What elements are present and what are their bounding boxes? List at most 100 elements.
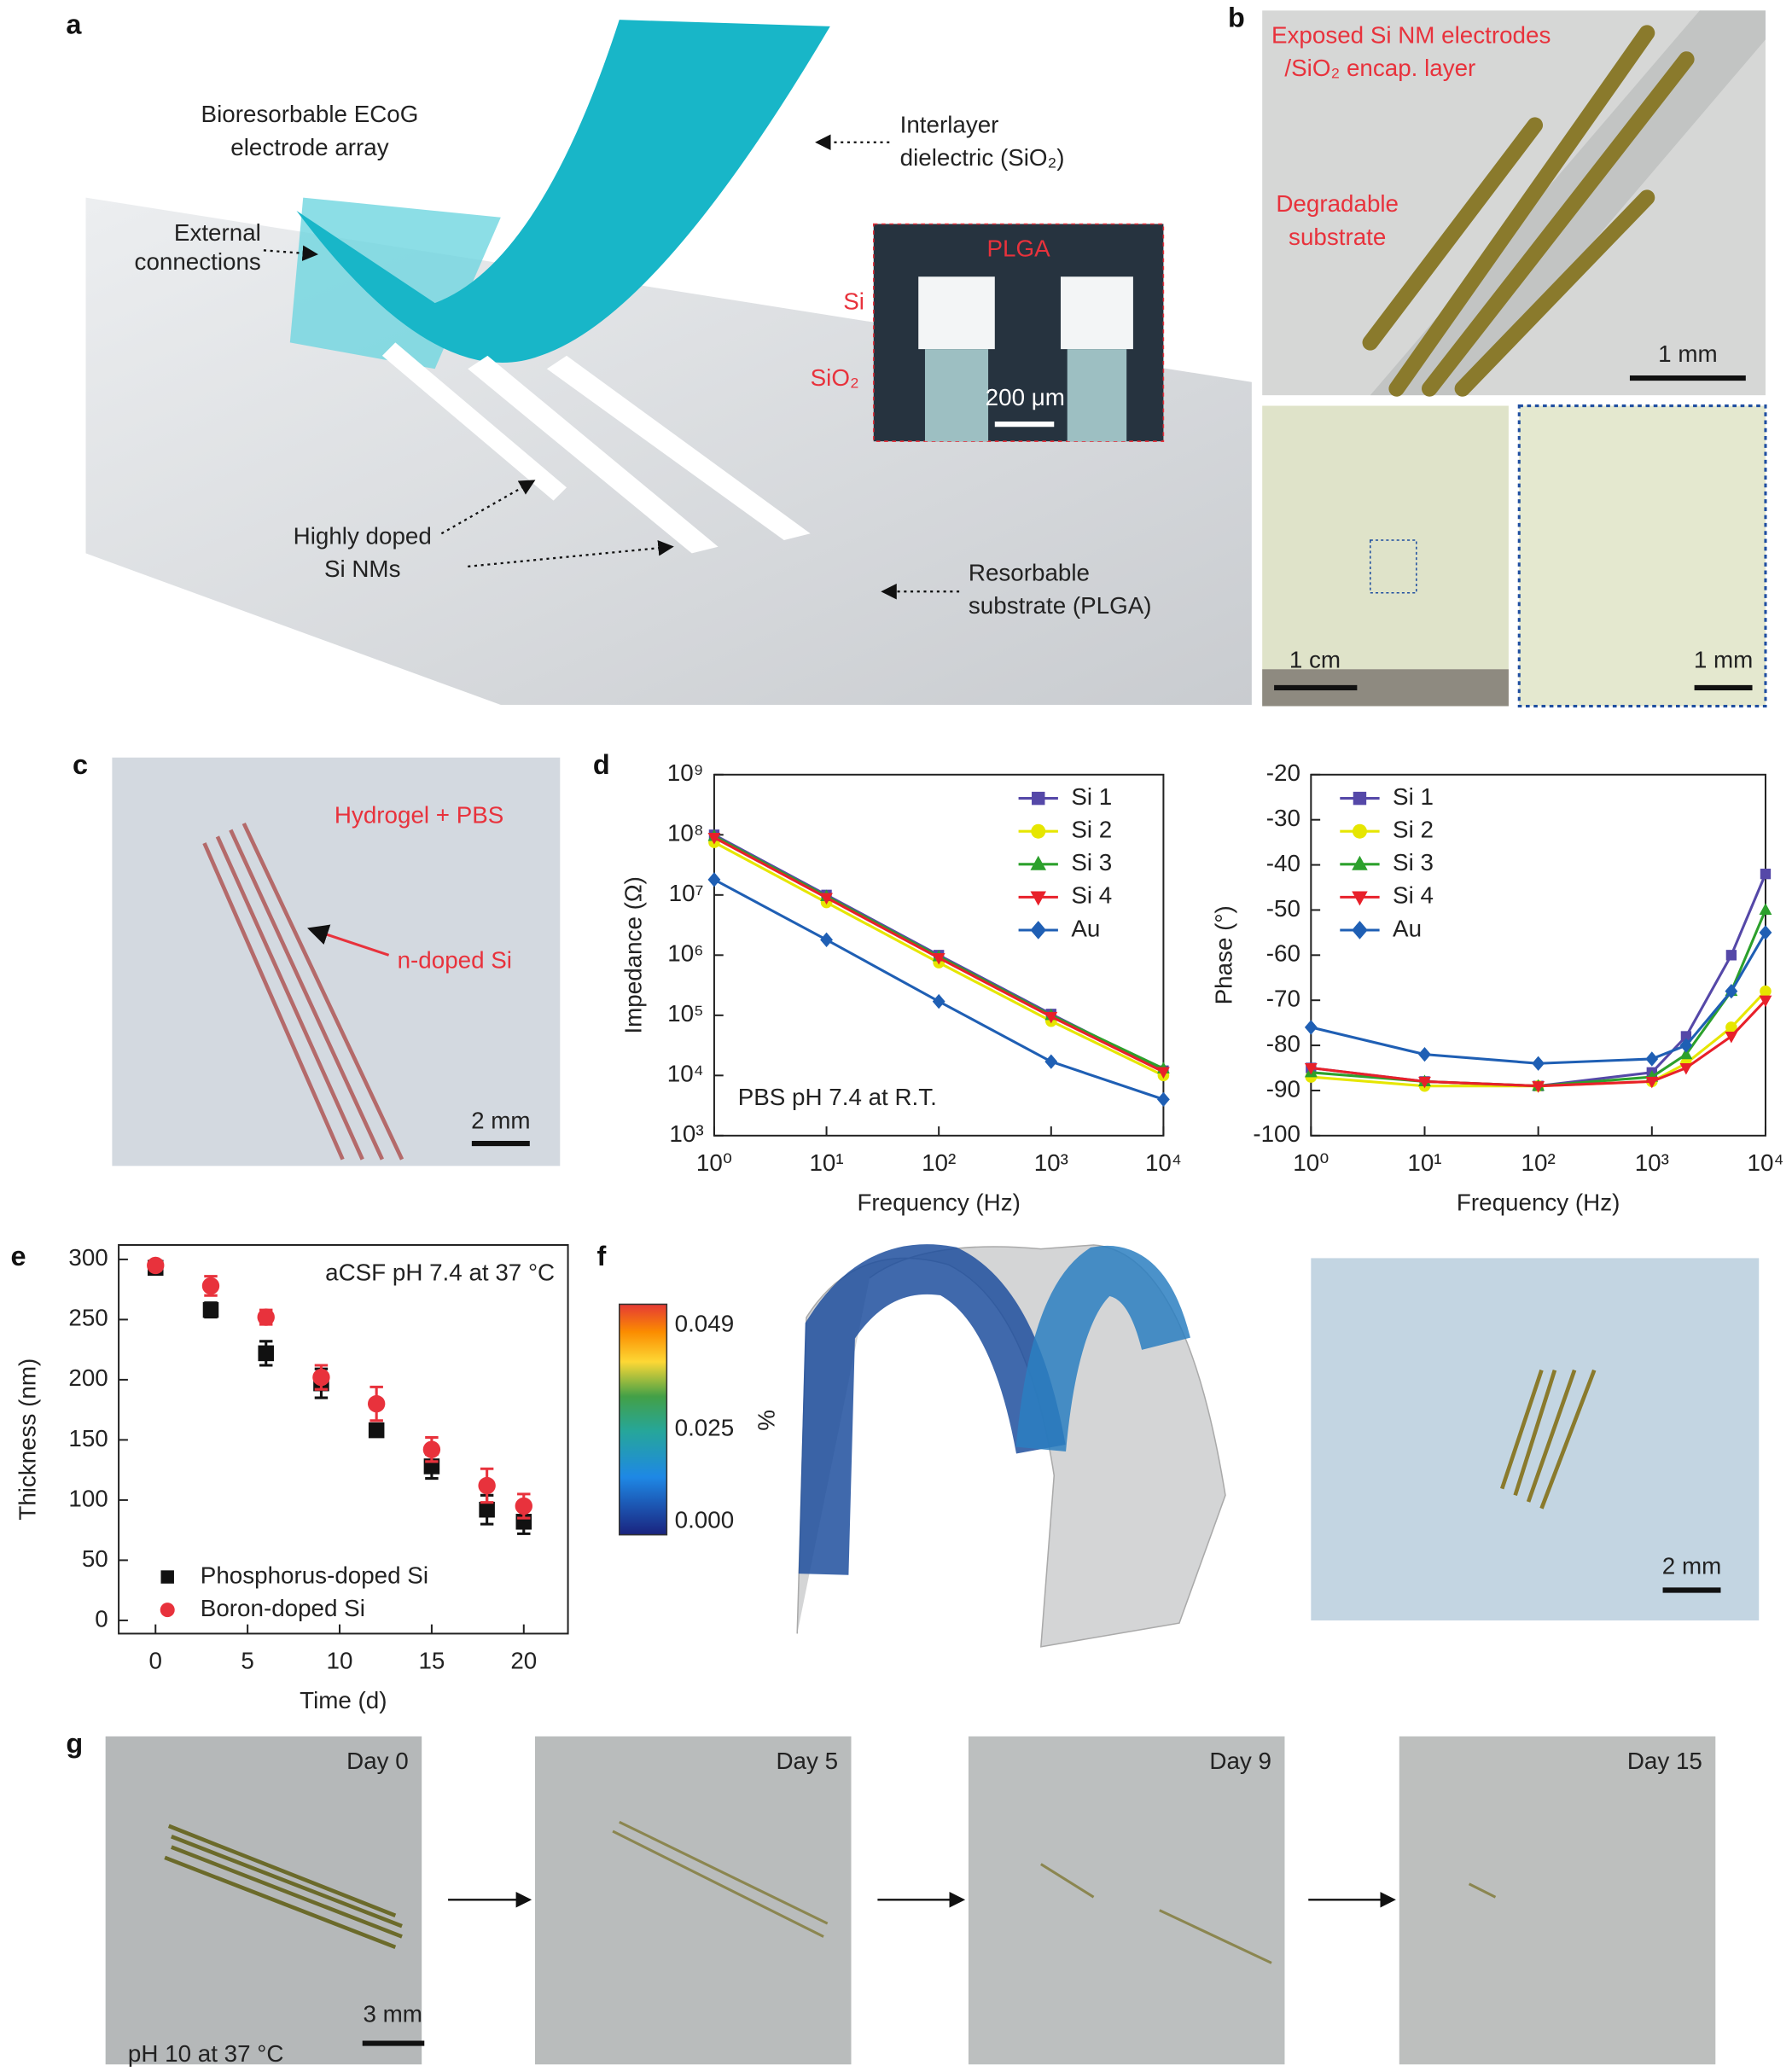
y-tick-label: 250 xyxy=(68,1305,108,1331)
day-label: Day 0 xyxy=(346,1748,409,1774)
label: 200 μm xyxy=(986,384,1065,410)
y-tick-label: -30 xyxy=(1266,805,1300,831)
marker xyxy=(932,952,945,965)
marker xyxy=(820,932,833,947)
marker xyxy=(1760,868,1772,880)
legend-marker xyxy=(1352,921,1368,940)
y-tick-label: 300 xyxy=(68,1244,108,1271)
si-strip xyxy=(546,355,811,540)
x-axis-label: Frequency (Hz) xyxy=(857,1189,1020,1215)
legend-label: Au xyxy=(1071,915,1100,941)
marker xyxy=(1044,1011,1058,1024)
marker xyxy=(1725,983,1738,999)
legend-label: Si 4 xyxy=(1393,882,1434,909)
marker xyxy=(147,1256,165,1275)
y-tick-label: 10⁶ xyxy=(667,940,703,967)
legend-marker xyxy=(160,1570,174,1584)
zoom-box xyxy=(1370,539,1417,594)
legend-label: Si 2 xyxy=(1393,817,1434,843)
marker xyxy=(1759,925,1772,940)
label: Bioresorbable ECoG xyxy=(201,101,419,127)
colorbar-unit: % xyxy=(753,1410,779,1431)
pointer xyxy=(307,924,390,957)
x-tick-label: 10⁴ xyxy=(1748,1149,1784,1176)
panel-label: a xyxy=(66,9,82,39)
marker xyxy=(479,1501,495,1518)
label: /SiO₂ encap. layer xyxy=(1284,55,1475,81)
label: n-doped Si xyxy=(398,946,512,973)
legend-label: Si 1 xyxy=(1393,783,1434,810)
x-tick-label: 10⁰ xyxy=(696,1149,732,1176)
y-tick-label: -50 xyxy=(1266,895,1300,922)
annotation: PBS pH 7.4 at R.T. xyxy=(738,1084,937,1110)
x-tick-label: 10³ xyxy=(1034,1149,1068,1176)
marker xyxy=(932,993,945,1009)
marker xyxy=(478,1476,496,1495)
x-tick-label: 20 xyxy=(510,1648,537,1674)
y-tick-label: -90 xyxy=(1266,1075,1300,1102)
electrode-array-shape xyxy=(296,20,830,364)
y-tick-label: 100 xyxy=(68,1485,108,1511)
x-tick-label: 10⁰ xyxy=(1293,1149,1329,1176)
y-axis-label: Phase (°) xyxy=(1210,905,1236,1004)
legend-label: Phosphorus-doped Si xyxy=(201,1562,428,1588)
legend-marker xyxy=(1353,791,1367,806)
y-tick-label: 10⁸ xyxy=(667,820,704,846)
y-tick-label: -60 xyxy=(1266,940,1300,967)
x-axis-label: Time (d) xyxy=(300,1687,387,1713)
scale-label: 1 mm xyxy=(1658,340,1717,367)
panel-c: c Hydrogel + PBS n-doped Si 2 mm xyxy=(73,749,561,1166)
marker xyxy=(707,832,721,845)
series-line xyxy=(1310,932,1767,1065)
scale-label: 2 mm xyxy=(1662,1553,1721,1579)
y-tick-label: 10⁴ xyxy=(667,1061,704,1087)
legend-marker xyxy=(1352,855,1368,870)
label: PLGA xyxy=(987,236,1051,262)
x-tick-label: 10² xyxy=(1521,1149,1556,1176)
marker xyxy=(312,1368,330,1387)
x-tick-label: 0 xyxy=(149,1648,162,1674)
y-tick-label: 50 xyxy=(82,1545,108,1572)
legend-marker xyxy=(1030,891,1047,906)
y-tick-label: -100 xyxy=(1253,1120,1300,1147)
label: Interlayer xyxy=(900,112,999,138)
photo-zoom xyxy=(1517,404,1767,708)
arch-electrodes xyxy=(798,1244,1066,1575)
marker xyxy=(1725,1021,1737,1033)
y-axis-label: Impedance (Ω) xyxy=(620,876,647,1033)
legend-marker xyxy=(1031,823,1046,839)
day-label: Day 5 xyxy=(776,1748,838,1774)
legend-marker xyxy=(1032,791,1045,806)
marker xyxy=(201,1277,220,1295)
photo xyxy=(1399,1736,1716,2065)
legend-label: Au xyxy=(1393,915,1422,941)
photo xyxy=(1262,405,1509,707)
panel-label: b xyxy=(1228,3,1245,33)
marker xyxy=(1680,1031,1692,1042)
legend-marker xyxy=(160,1603,175,1618)
x-tick-label: 10³ xyxy=(1635,1149,1669,1176)
marker xyxy=(820,893,833,905)
y-tick-label: -40 xyxy=(1266,850,1300,876)
label: dielectric (SiO₂) xyxy=(900,144,1065,171)
marker xyxy=(258,1345,274,1362)
marker xyxy=(1304,1062,1318,1075)
legend-marker xyxy=(1352,823,1367,839)
legend-marker xyxy=(1352,891,1368,906)
marker xyxy=(515,1497,532,1515)
legend-marker xyxy=(1030,921,1047,940)
colorbar-label: 0.049 xyxy=(675,1311,735,1337)
marker xyxy=(257,1308,275,1326)
colorbar-label: 0.000 xyxy=(675,1507,735,1533)
y-tick-label: -70 xyxy=(1266,986,1300,1012)
x-tick-label: 10 xyxy=(327,1648,353,1674)
label: substrate xyxy=(1289,224,1386,250)
panel-label: g xyxy=(66,1728,83,1759)
marker xyxy=(1725,1031,1738,1044)
chart: 10⁰ 10¹ 10² 10³ 10⁴ -100 -90 -80 -70 -60 -50 -40 -30… xyxy=(1210,759,1783,1215)
label: connections xyxy=(135,248,261,275)
y-tick-label: 10⁵ xyxy=(667,1000,703,1027)
